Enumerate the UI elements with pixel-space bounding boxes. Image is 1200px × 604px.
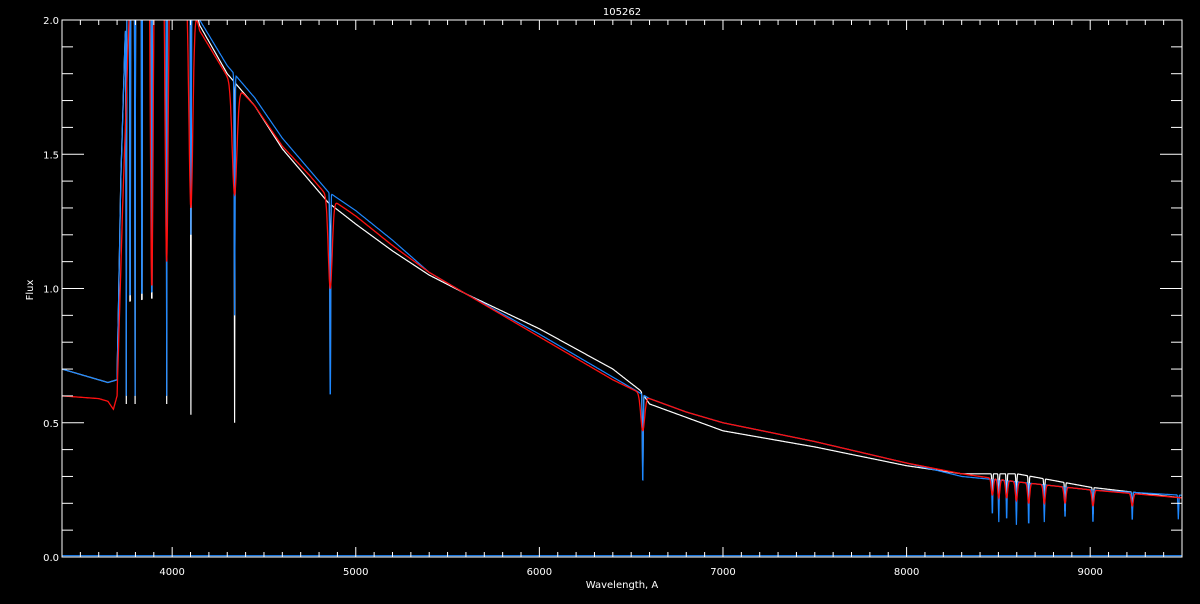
x-tick-label: 6000 <box>527 567 552 578</box>
x-tick-label: 4000 <box>159 567 184 578</box>
y-tick-label: 2.0 <box>43 16 59 27</box>
y-tick-label: 0.0 <box>43 553 59 564</box>
axes <box>61 19 1183 558</box>
y-tick-label: 1.5 <box>43 150 59 161</box>
x-tick-labels: 4000 5000 6000 7000 8000 9000 <box>159 567 1102 578</box>
y-tick-label: 0.5 <box>43 419 59 430</box>
series-line-0 <box>62 20 1182 515</box>
x-tick-label: 8000 <box>894 567 919 578</box>
x-tick-label: 7000 <box>710 567 735 578</box>
series-line-2 <box>62 20 1182 507</box>
chart-title: 105262 <box>603 7 641 18</box>
x-tick-label: 5000 <box>343 567 368 578</box>
x-tick-label: 9000 <box>1077 567 1102 578</box>
y-axis-label: Flux <box>25 280 36 301</box>
x-axis-label: Wavelength, A <box>586 580 659 591</box>
y-tick-label: 1.0 <box>43 285 59 296</box>
series-line-1 <box>62 20 1182 525</box>
y-tick-labels: 0.0 0.5 1.0 1.5 2.0 <box>43 16 59 564</box>
series-group <box>62 20 1182 557</box>
